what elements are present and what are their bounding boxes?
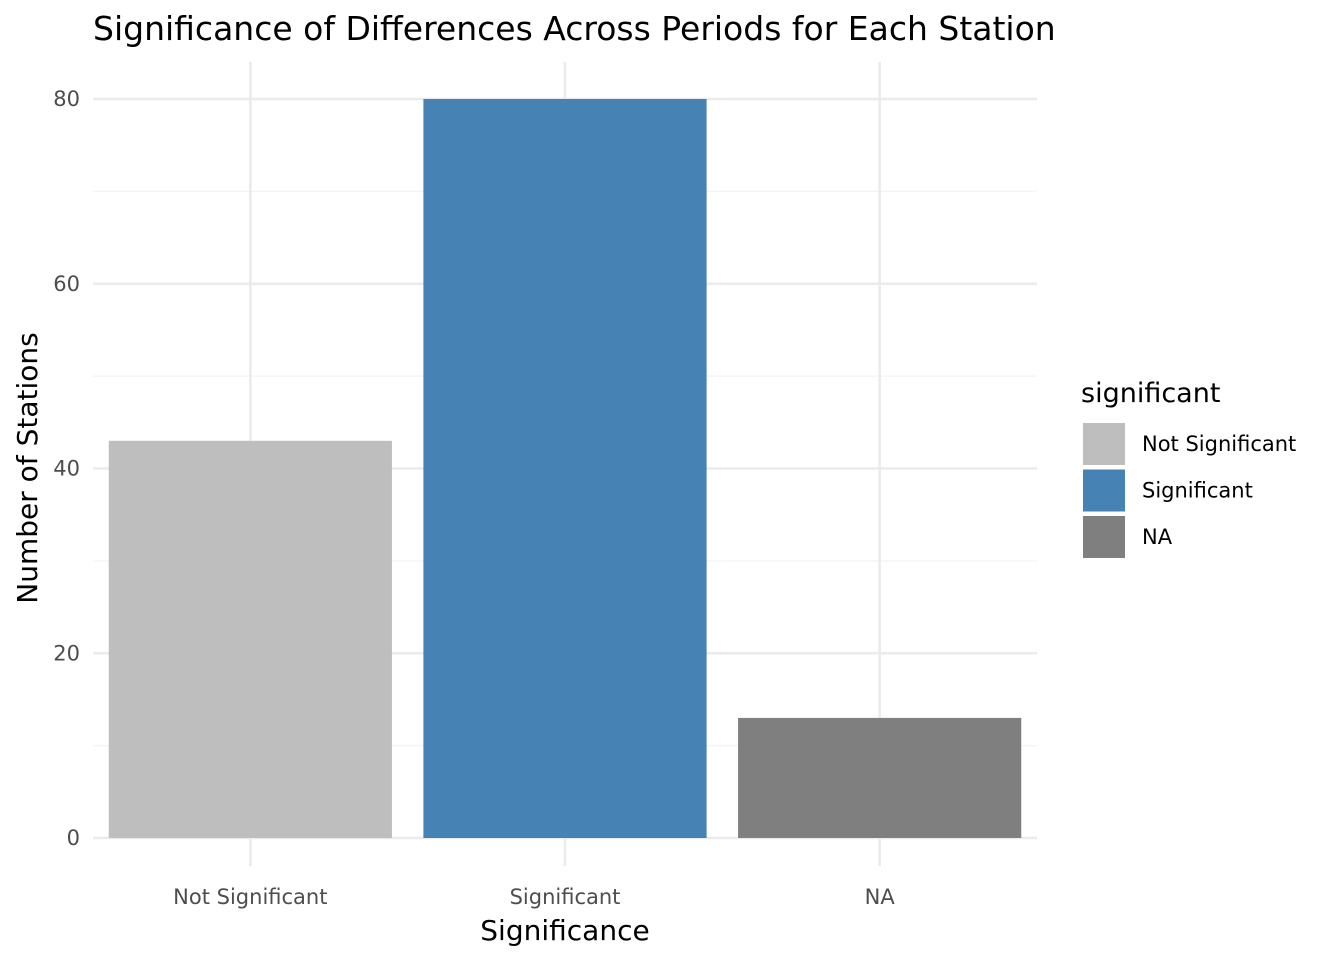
x-tick-label: Not Significant: [173, 885, 327, 909]
bar-significant: [423, 99, 707, 838]
x-tick-label: Significant: [510, 885, 621, 909]
y-tick-label: 40: [53, 457, 80, 481]
x-axis-title: Significance: [480, 914, 649, 947]
legend-swatch: [1083, 423, 1125, 465]
legend-label: NA: [1142, 525, 1173, 549]
legend-label: Not Significant: [1142, 432, 1296, 456]
legend-items: Not Significant Significant NA: [1083, 423, 1296, 558]
y-tick-label: 0: [67, 826, 80, 850]
y-tick-label: 20: [53, 641, 80, 665]
legend-label: Significant: [1142, 479, 1253, 503]
legend-swatch: [1083, 516, 1125, 558]
y-tick-label: 80: [53, 87, 80, 111]
bar-not-significant: [108, 440, 392, 838]
x-tick-label: NA: [865, 885, 896, 909]
legend-title: significant: [1081, 378, 1220, 409]
y-axis-ticks: 0 20 40 60 80: [53, 87, 80, 850]
x-axis-ticks: Not Significant Significant NA: [173, 885, 895, 909]
bar-na: [738, 717, 1022, 838]
y-axis-title: Number of Stations: [11, 332, 44, 603]
chart-title: Significance of Differences Across Perio…: [93, 9, 1056, 48]
bars: [108, 99, 1022, 838]
legend: significant Not Significant Significant NA: [1081, 378, 1296, 558]
y-tick-label: 60: [53, 272, 80, 296]
legend-swatch: [1083, 469, 1125, 512]
